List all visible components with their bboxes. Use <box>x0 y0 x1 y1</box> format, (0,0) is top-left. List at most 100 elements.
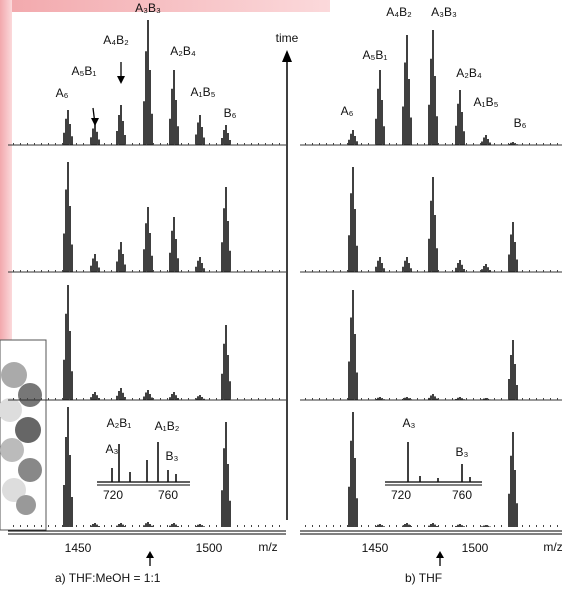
noise <box>557 398 558 400</box>
noise <box>146 398 147 400</box>
peak-line <box>348 362 350 401</box>
noise <box>62 143 63 145</box>
noise <box>188 270 189 272</box>
noise <box>209 398 210 400</box>
peak-line <box>489 527 491 528</box>
noise <box>62 270 63 272</box>
peak-line <box>175 239 177 272</box>
peak-line <box>122 393 124 400</box>
noise <box>326 270 327 272</box>
noise <box>167 143 168 145</box>
noise <box>515 398 516 400</box>
peak-line <box>69 124 71 145</box>
noise <box>230 143 231 145</box>
noise <box>480 525 481 527</box>
peak-line <box>356 246 358 272</box>
peak-line <box>229 501 231 527</box>
peak-line <box>348 487 350 527</box>
noise <box>195 270 196 272</box>
noise <box>473 143 474 145</box>
noise <box>417 143 418 145</box>
noise <box>417 270 418 272</box>
peak-label: B₆ <box>514 116 527 130</box>
peak-line <box>350 193 352 272</box>
peak-line <box>118 115 120 145</box>
peak-line <box>147 207 149 272</box>
noise <box>452 143 453 145</box>
peak-line <box>377 398 379 400</box>
inset-peak <box>461 464 463 482</box>
peak-line <box>436 399 438 401</box>
noise <box>48 398 49 400</box>
inset-label: A₃ <box>106 442 119 456</box>
peak-line <box>379 257 381 272</box>
peak-line <box>169 119 171 145</box>
noise <box>139 398 140 400</box>
peak-line <box>116 396 118 400</box>
peak-line <box>510 355 512 400</box>
noise <box>55 143 56 145</box>
noise <box>347 525 348 527</box>
peak-line <box>408 79 410 145</box>
peak-line <box>171 524 173 527</box>
peak-line <box>203 138 205 146</box>
peak-line <box>177 126 179 145</box>
noise <box>368 525 369 527</box>
noise <box>508 270 509 272</box>
noise <box>13 525 14 527</box>
noise <box>452 525 453 527</box>
noise <box>146 143 147 145</box>
peak-line <box>514 470 516 527</box>
peak-line <box>67 162 69 272</box>
peak-line <box>459 90 461 145</box>
noise <box>258 270 259 272</box>
peak-line <box>197 396 199 400</box>
peak-line <box>383 126 385 145</box>
peak-line <box>225 187 227 272</box>
noise <box>501 525 502 527</box>
noise <box>417 525 418 527</box>
peak-line <box>203 399 205 400</box>
noise <box>515 525 516 527</box>
peak-line <box>143 249 145 272</box>
peak-line <box>223 448 225 527</box>
noise <box>111 143 112 145</box>
noise <box>216 143 217 145</box>
noise <box>347 270 348 272</box>
noise <box>20 270 21 272</box>
peak-line <box>512 340 514 400</box>
noise <box>244 525 245 527</box>
peak-line <box>381 100 383 145</box>
noise <box>550 525 551 527</box>
noise <box>160 143 161 145</box>
peak-line <box>428 398 430 400</box>
noise <box>139 143 140 145</box>
peak-label: A₄B₂ <box>386 5 412 19</box>
peak-line <box>463 526 465 527</box>
peak-line <box>430 59 432 145</box>
noise <box>312 525 313 527</box>
peak-line <box>510 456 512 527</box>
noise <box>272 270 273 272</box>
noise <box>160 398 161 400</box>
noise <box>209 525 210 527</box>
peak-line <box>149 70 151 145</box>
peak-line <box>173 217 175 272</box>
peak-line <box>432 30 434 145</box>
peak-line <box>408 525 410 527</box>
noise <box>202 398 203 400</box>
noise <box>41 270 42 272</box>
peak-line <box>508 494 510 527</box>
peak-line <box>98 268 100 273</box>
peak-line <box>223 344 225 400</box>
noise <box>167 270 168 272</box>
peak-line <box>408 263 410 272</box>
noise <box>410 270 411 272</box>
peak-line <box>145 51 147 145</box>
noise <box>487 143 488 145</box>
peak-line <box>404 63 406 146</box>
peak-line <box>463 131 465 145</box>
noise <box>174 525 175 527</box>
peak-line <box>177 398 179 400</box>
peak-line <box>143 397 145 401</box>
